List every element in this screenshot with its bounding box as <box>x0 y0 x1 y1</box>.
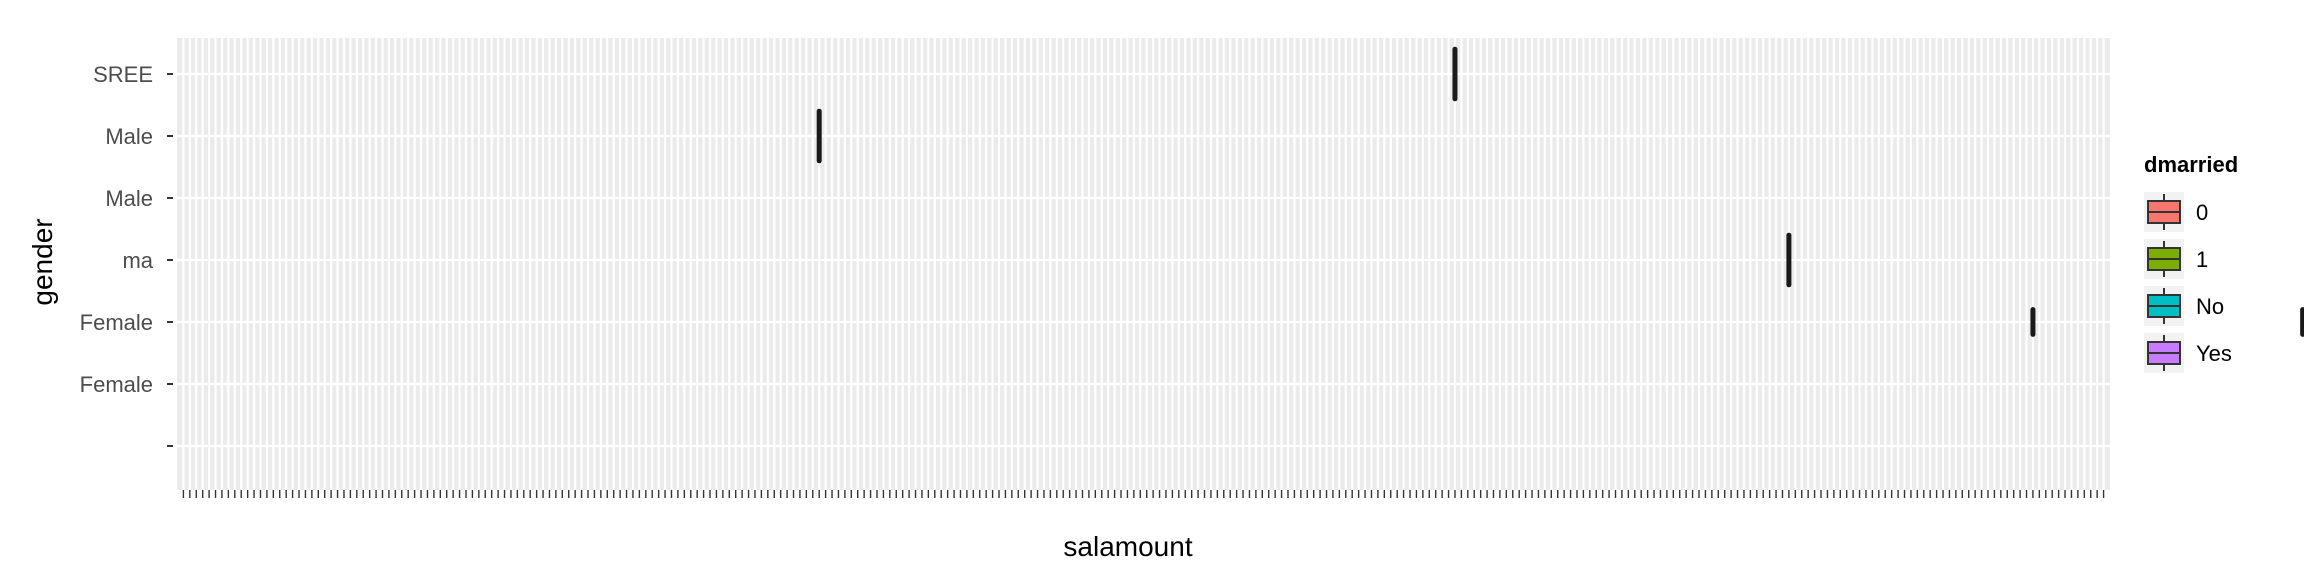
y-tick-label: ma <box>122 248 153 273</box>
y-tick-label: Male <box>105 186 153 211</box>
y-axis-label: gender <box>27 218 58 305</box>
legend-items: 0 1 No Yes <box>2144 192 2232 373</box>
marks <box>816 46 2304 337</box>
x-axis <box>182 490 2105 498</box>
y-tick-label: Male <box>105 124 153 149</box>
legend-item: No <box>2144 286 2224 326</box>
legend: dmarried 0 1 No Yes <box>2144 152 2238 373</box>
legend-title: dmarried <box>2144 152 2238 177</box>
legend-label: 0 <box>2196 200 2208 225</box>
legend-label: Yes <box>2196 341 2232 366</box>
y-tick-label: Female <box>80 372 153 397</box>
y-axis: Female Female ma Male Male SREE <box>80 62 173 447</box>
legend-item: 0 <box>2144 192 2208 232</box>
y-tick-label: Female <box>80 310 153 335</box>
x-axis-label: salamount <box>1063 531 1192 562</box>
grid <box>177 38 2110 490</box>
legend-label: 1 <box>2196 247 2208 272</box>
legend-label: No <box>2196 294 2224 319</box>
legend-item: Yes <box>2144 333 2232 373</box>
y-tick-label: SREE <box>93 62 153 87</box>
legend-item: 1 <box>2144 239 2208 279</box>
